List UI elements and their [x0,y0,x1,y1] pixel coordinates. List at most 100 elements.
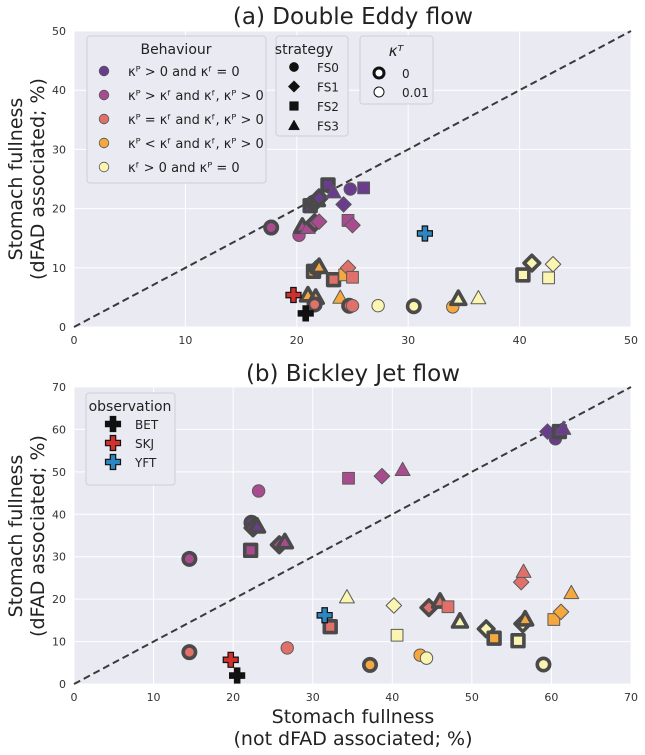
y-tick-label: 0 [59,678,66,691]
legend-observation-title: observation [89,399,172,415]
x-tick-label: 10 [147,691,161,704]
x-tick-label: 20 [290,334,304,347]
data-point [263,219,280,236]
data-point [385,597,403,614]
y-tick-label: 30 [52,143,66,156]
data-point [362,656,379,673]
legend-observation-label: YFT [134,456,157,470]
data-point [247,516,267,534]
data-point [419,651,434,665]
y-tick-label: 0 [59,321,66,334]
y-tick-label: 20 [52,203,66,216]
data-point [373,467,391,485]
observation-bet [297,305,314,322]
data-point [310,213,328,230]
data-point [335,196,352,213]
panel-double-eddy: 0 10 20 30 40 50 0 10 20 30 40 50 (a) Double Eddy f… [5,4,638,347]
data-point [325,184,342,199]
data-point [555,420,572,435]
observation-bet [229,667,246,684]
legend-behaviour-label: κᴾ = κᶠ and κᶠ, κᴾ > 0 [128,113,264,128]
legend-kappa-swatch [372,66,386,80]
identity-line-b [73,386,632,685]
data-point [306,296,323,313]
legend-strategy: strategy FS0 FS1 FS2 FS3 [275,35,349,137]
data-point [251,484,266,498]
data-point [552,603,570,621]
chart-title-a: (a) Double Eddy flow [233,4,473,30]
data-point [275,532,295,550]
data-point [394,461,411,477]
legend-observation-marker [104,415,122,433]
legend-kappa-swatch [373,86,385,98]
data-point [242,542,259,559]
data-point [325,271,342,288]
legend-strategy-marker [288,80,300,93]
y-tick-label: 10 [52,262,66,275]
data-point [345,298,360,313]
legend-strategy-title: strategy [275,42,333,58]
x-tick-label: 40 [385,691,399,704]
legend-kappa-t: κᵀ 0 0.01 [359,35,434,105]
legend-behaviour-swatch [98,161,110,173]
data-point [338,589,355,604]
x-tick-label: 70 [624,691,638,704]
data-point [522,253,542,273]
data-point [441,600,455,614]
observation-yft [416,225,434,242]
y-tick-label: 20 [52,593,66,606]
data-point [371,298,385,313]
legend-strategy-marker [289,101,299,111]
x-tick-label: 0 [71,334,78,347]
identity-line-a [73,30,632,328]
legend-behaviour: Behaviour κᴾ > 0 and κᶠ = 0 κᴾ > κᶠ and κ… [86,35,267,184]
scatter-points-a [263,177,562,315]
x-tick-label: 30 [306,691,320,704]
legend-strategy-label: FS1 [317,81,339,95]
panel-bickley-jet: 0 10 20 30 40 50 60 70 0 10 20 30 40 50 60 70 (b) Bickl… [5,361,638,750]
data-point [563,584,580,600]
x-tick-label: 60 [544,691,558,704]
legend-observation: observation BET SKJ YFT [85,392,176,486]
legend-kappa-label: 0.01 [402,86,429,100]
y-axis-label-b-line2: (dFAD associated; %) [27,435,49,637]
data-point [470,290,487,305]
observation-markers-a [285,225,434,322]
data-point [342,471,355,485]
data-point [280,641,294,655]
legend-behaviour-swatch [98,113,110,125]
y-tick-label: 50 [52,466,66,479]
data-point [309,188,329,208]
x-axis-label-b-line2: (not dFAD associated; %) [233,728,472,750]
tick-labels-b: 0 10 20 30 40 50 60 70 0 10 20 30 40 50 60 70 [52,381,638,704]
data-point [515,609,535,627]
data-point [405,298,422,315]
legend-kappa-label: 0 [402,67,410,81]
y-axis-label-b-line1: Stomach fullness [5,455,27,618]
data-point [309,257,329,275]
data-point [486,630,502,646]
observation-yft [316,607,333,624]
legend-strategy-marker [289,62,299,72]
data-point [515,563,532,578]
x-tick-label: 50 [465,691,479,704]
y-tick-label: 70 [52,381,66,394]
legend-observation-label: SKJ [135,437,154,451]
data-point [390,628,404,642]
data-point [346,270,359,284]
legend-behaviour-swatch [98,137,110,149]
data-point [515,267,531,283]
x-tick-label: 0 [71,691,78,704]
y-tick-label: 10 [52,636,66,649]
y-tick-label: 40 [52,508,66,521]
legend-kappa-title: κᵀ [389,42,405,60]
legend-observation-marker [104,434,122,452]
legend-behaviour-label: κᴾ < κᶠ and κᶠ, κᴾ > 0 [128,137,264,152]
data-point [449,289,468,307]
observation-skj [285,286,302,304]
scatter-points-b [181,420,580,673]
data-point [343,182,357,196]
y-tick-label: 50 [52,25,66,38]
observation-markers-b [222,607,333,684]
legend-behaviour-label: κᶠ > 0 and κᴾ = 0 [128,161,240,176]
